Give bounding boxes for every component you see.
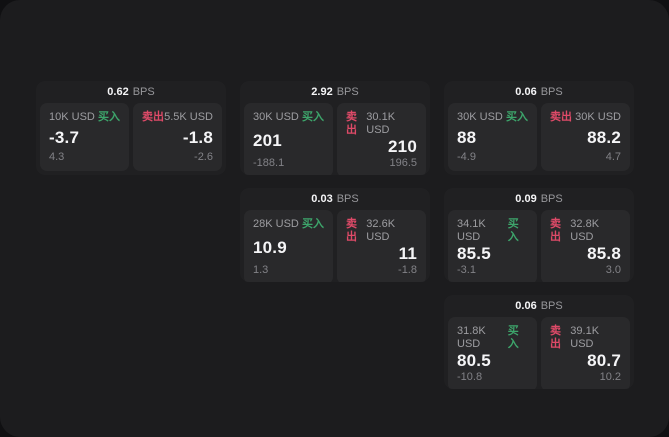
buy-side-label: 买入 <box>302 218 324 230</box>
buy-panel[interactable]: 30K USD 买入 88 -4.9 <box>448 103 537 171</box>
panels-row: 34.1K USD 买入 85.5 -3.1 卖出 32.8K USD 85.8… <box>444 210 634 282</box>
buy-delta: -3.1 <box>457 264 476 276</box>
sell-side-label: 卖出 <box>346 218 357 243</box>
buy-price: 201 <box>253 130 282 150</box>
sell-delta: 10.2 <box>599 371 621 383</box>
quote-card: 0.03 BPS 28K USD 买入 10.9 1.3 卖出 32.6K US… <box>240 188 430 282</box>
buy-panel[interactable]: 10K USD 买入 -3.7 4.3 <box>40 103 129 171</box>
buy-amount: 34.1K USD <box>457 218 486 243</box>
bps-value: 0.03 <box>311 193 333 205</box>
sell-price: 85.8 <box>587 244 621 263</box>
buy-amount: 10K USD <box>49 111 95 123</box>
buy-price: -3.7 <box>49 127 80 147</box>
panels-row: 30K USD 买入 88 -4.9 卖出 30K USD 88.2 4.7 <box>444 103 634 175</box>
buy-delta: 4.3 <box>49 151 65 163</box>
bps-unit-label: BPS <box>540 193 563 205</box>
quote-card: 0.62 BPS 10K USD 买入 -3.7 4.3 卖出 5.5K USD <box>36 81 226 175</box>
sell-side-label: 卖出 <box>550 111 572 123</box>
card-header: 2.92 BPS <box>240 81 430 103</box>
sell-panel[interactable]: 卖出 30.1K USD 210 196.5 <box>337 103 426 175</box>
bps-value: 0.06 <box>515 86 537 98</box>
bps-value: 0.09 <box>515 193 537 205</box>
sell-panel[interactable]: 卖出 5.5K USD -1.8 -2.6 <box>133 103 222 171</box>
sell-delta: 4.7 <box>605 151 621 163</box>
card-header: 0.03 BPS <box>240 188 430 210</box>
buy-panel[interactable]: 34.1K USD 买入 85.5 -3.1 <box>448 210 537 282</box>
buy-delta: -188.1 <box>253 157 285 169</box>
quote-card: 2.92 BPS 30K USD 买入 201 -188.1 卖出 30.1K … <box>240 81 430 175</box>
sell-delta: 196.5 <box>389 157 417 169</box>
card-header: 0.09 BPS <box>444 188 634 210</box>
quote-card-grid: 0.62 BPS 10K USD 买入 -3.7 4.3 卖出 5.5K USD <box>36 81 634 389</box>
sell-delta: -1.8 <box>398 264 417 276</box>
card-header: 0.06 BPS <box>444 81 634 103</box>
buy-side-label: 买入 <box>507 325 519 350</box>
sell-side-label: 卖出 <box>550 325 561 350</box>
sell-amount: 32.8K USD <box>570 218 600 243</box>
sell-amount: 5.5K USD <box>164 111 213 123</box>
buy-delta: 1.3 <box>253 264 269 276</box>
card-header: 0.62 BPS <box>36 81 226 103</box>
buy-delta: -4.9 <box>457 151 476 163</box>
sell-price: 80.7 <box>587 351 621 370</box>
buy-side-label: 买入 <box>507 218 519 243</box>
bps-unit-label: BPS <box>540 86 563 98</box>
panels-row: 10K USD 买入 -3.7 4.3 卖出 5.5K USD -1.8 -2.… <box>36 103 226 175</box>
buy-side-label: 买入 <box>302 111 324 123</box>
panels-row: 31.8K USD 买入 80.5 -10.8 卖出 39.1K USD 80.… <box>444 317 634 389</box>
sell-side-label: 卖出 <box>346 111 357 136</box>
sell-delta: -2.6 <box>194 151 213 163</box>
buy-amount: 31.8K USD <box>457 325 486 350</box>
sell-amount: 39.1K USD <box>570 325 600 350</box>
sell-price: -1.8 <box>182 127 213 147</box>
sell-panel[interactable]: 卖出 39.1K USD 80.7 10.2 <box>541 317 630 389</box>
buy-panel[interactable]: 28K USD 买入 10.9 1.3 <box>244 210 333 282</box>
buy-price: 80.5 <box>457 351 491 370</box>
buy-amount: 30K USD <box>253 111 299 123</box>
sell-price: 11 <box>398 244 417 263</box>
buy-price: 10.9 <box>253 237 287 257</box>
quote-card: 0.09 BPS 34.1K USD 买入 85.5 -3.1 卖出 32.8K… <box>444 188 634 282</box>
buy-amount: 28K USD <box>253 218 299 230</box>
card-header: 0.06 BPS <box>444 295 634 317</box>
bps-unit-label: BPS <box>132 86 155 98</box>
bps-value: 2.92 <box>311 86 333 98</box>
bps-value: 0.06 <box>515 300 537 312</box>
sell-panel[interactable]: 卖出 30K USD 88.2 4.7 <box>541 103 630 171</box>
sell-side-label: 卖出 <box>550 218 561 243</box>
buy-delta: -10.8 <box>457 371 483 383</box>
bps-value: 0.62 <box>107 86 129 98</box>
buy-price: 85.5 <box>457 244 491 263</box>
bps-unit-label: BPS <box>336 193 359 205</box>
sell-amount: 32.6K USD <box>366 218 396 243</box>
sell-price: 210 <box>388 137 417 156</box>
buy-panel[interactable]: 31.8K USD 买入 80.5 -10.8 <box>448 317 537 389</box>
sell-amount: 30.1K USD <box>366 111 396 136</box>
sell-amount: 30K USD <box>575 111 621 123</box>
sell-panel[interactable]: 卖出 32.6K USD 11 -1.8 <box>337 210 426 282</box>
panels-row: 28K USD 买入 10.9 1.3 卖出 32.6K USD 11 -1.8 <box>240 210 430 282</box>
quote-card: 0.06 BPS 30K USD 买入 88 -4.9 卖出 30K USD <box>444 81 634 175</box>
buy-panel[interactable]: 30K USD 买入 201 -188.1 <box>244 103 333 175</box>
buy-side-label: 买入 <box>98 111 120 123</box>
sell-panel[interactable]: 卖出 32.8K USD 85.8 3.0 <box>541 210 630 282</box>
quote-card: 0.06 BPS 31.8K USD 买入 80.5 -10.8 卖出 39.1… <box>444 295 634 389</box>
sell-price: 88.2 <box>587 127 621 147</box>
sell-delta: 3.0 <box>605 264 621 276</box>
buy-price: 88 <box>457 127 477 147</box>
panels-row: 30K USD 买入 201 -188.1 卖出 30.1K USD 210 1… <box>240 103 430 175</box>
buy-side-label: 买入 <box>506 111 528 123</box>
bps-unit-label: BPS <box>540 300 563 312</box>
bps-unit-label: BPS <box>336 86 359 98</box>
buy-amount: 30K USD <box>457 111 503 123</box>
sell-side-label: 卖出 <box>142 111 164 123</box>
